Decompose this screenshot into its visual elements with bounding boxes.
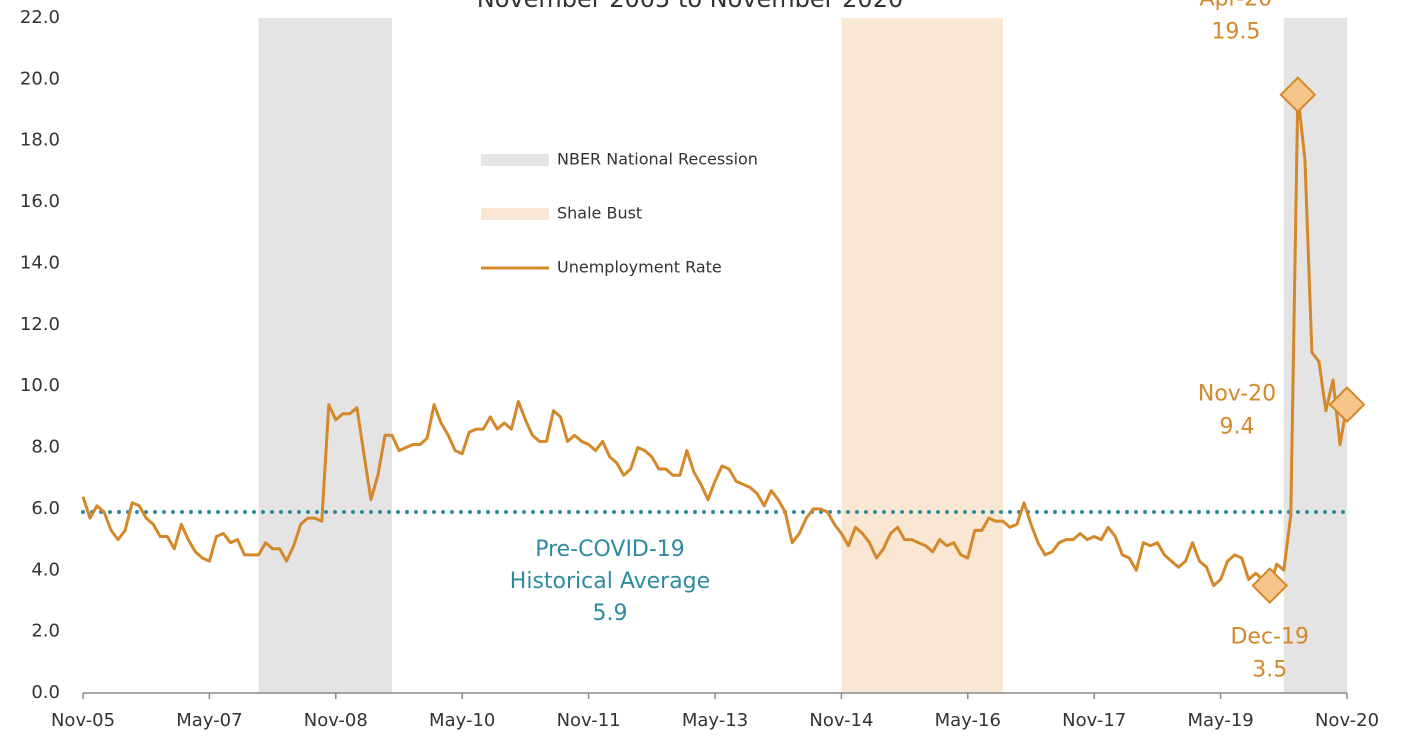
y-tick-label: 16.0 [20, 191, 60, 212]
y-tick-label: 12.0 [20, 314, 60, 335]
annotation-label: Apr-20 [1200, 0, 1273, 12]
x-tick-label: Nov-08 [304, 710, 368, 731]
legend-label: NBER National Recession [557, 150, 758, 169]
legend-label: Unemployment Rate [557, 258, 722, 277]
annotation-label: Dec-19 [1230, 625, 1309, 650]
x-tick-label: May-07 [176, 710, 242, 731]
y-tick-label: 2.0 [31, 621, 60, 642]
y-tick-label: 8.0 [31, 437, 60, 458]
bands [258, 18, 1347, 693]
x-tick-label: May-19 [1187, 710, 1253, 731]
y-tick-label: 6.0 [31, 498, 60, 519]
x-tick-label: May-16 [935, 710, 1001, 731]
x-tick-label: May-13 [682, 710, 748, 731]
annotation-value: 3.5 [1252, 658, 1287, 683]
series-line [81, 93, 1349, 588]
y-tick-label: 0.0 [31, 682, 60, 703]
y-tick-label: 4.0 [31, 559, 60, 580]
reference-label: Pre-COVID-19 [535, 537, 685, 562]
y-tick-label: 10.0 [20, 375, 60, 396]
annotation-value: 19.5 [1211, 20, 1260, 45]
annotation-marker [1328, 386, 1366, 424]
legend-swatch [481, 208, 549, 220]
x-tick-label: Nov-17 [1062, 710, 1126, 731]
shaded-band [841, 18, 1003, 693]
y-tick-label: 14.0 [20, 252, 60, 273]
y-tick-label: 18.0 [20, 130, 60, 151]
legend-swatch [481, 154, 549, 166]
x-tick-label: May-10 [429, 710, 495, 731]
x-tick-label: Nov-20 [1315, 710, 1379, 731]
y-tick-label: 20.0 [20, 68, 60, 89]
reference-label: Historical Average [510, 569, 710, 594]
shaded-band [258, 18, 392, 693]
y-tick-label: 22.0 [20, 7, 60, 28]
legend-label: Shale Bust [557, 204, 642, 223]
x-tick-label: Nov-14 [809, 710, 873, 731]
chart-subtitle: November 2005 to November 2020 [477, 0, 903, 13]
annotation-label: Nov-20 [1198, 382, 1276, 407]
annotation-marker [1279, 76, 1317, 114]
annotation-value: 9.4 [1220, 415, 1255, 440]
x-tick-label: Nov-05 [51, 710, 115, 731]
x-tick-label: Nov-11 [557, 710, 621, 731]
annotation-marker [1251, 567, 1289, 605]
reference-value: 5.9 [593, 601, 628, 626]
